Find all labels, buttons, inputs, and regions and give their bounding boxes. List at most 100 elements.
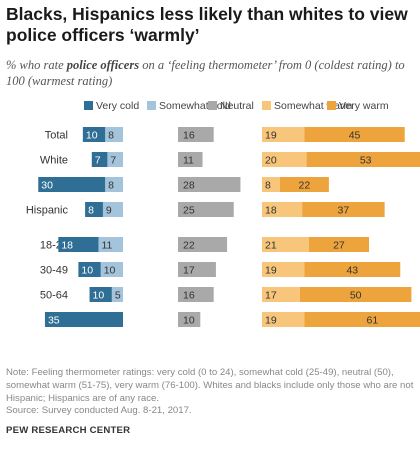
value-label-neutral-white: 11	[183, 155, 194, 167]
bar-somewhat-cold-50-64	[111, 287, 123, 302]
value-label-somewhat-cold-hispanic: 9	[106, 205, 112, 217]
value-label-very-cold-hispanic: 8	[88, 205, 94, 217]
bar-very-cold-50-64	[89, 287, 112, 302]
chart-row-total: Total 8 10 16 19 45	[45, 127, 405, 142]
bar-very-warm-black	[279, 177, 329, 192]
bar-neutral-hispanic	[178, 202, 234, 217]
bar-very-cold-65	[44, 312, 124, 327]
chart-row-white: White 77 11 20 53	[40, 152, 420, 167]
bar-very-warm-total	[304, 127, 405, 142]
bar-neutral-30-49	[178, 262, 216, 277]
chart-row-30-49: 30-49 10 10 17 19 43	[40, 262, 401, 277]
chart-subtitle: % who rate police officers on a ‘feeling…	[6, 57, 414, 89]
value-label-very-cold-18-29: 18	[61, 240, 73, 252]
bar-somewhat-warm-30-49	[262, 262, 305, 277]
value-label-very-warm-30-49: 43	[346, 265, 358, 277]
value-label-somewhat-cold-white: 7	[110, 155, 116, 167]
value-label-neutral-black: 28	[183, 180, 195, 192]
bar-neutral-18-29	[178, 237, 228, 252]
value-label-neutral-total: 16	[183, 130, 195, 142]
bar-very-cold-total	[82, 127, 106, 142]
bar-somewhat-cold-hispanic	[102, 202, 123, 217]
subtitle-part-2: on a ‘feeling thermometer’ from 0 (colde…	[6, 58, 405, 88]
value-label-very-cold-65: 35	[48, 315, 60, 327]
bar-very-cold-30-49	[78, 262, 101, 277]
legend-swatch-somewhat-warm	[262, 101, 271, 110]
bar-very-cold-white	[91, 152, 108, 167]
value-label-somewhat-cold-30-49: 10	[104, 265, 116, 277]
value-label-very-warm-50-64: 50	[350, 290, 362, 302]
value-label-very-warm-hispanic: 37	[338, 205, 350, 217]
subtitle-part-1: % who rate	[6, 58, 67, 72]
value-label-somewhat-cold-18-29: 11	[101, 240, 112, 252]
value-label-very-warm-white: 53	[360, 155, 372, 167]
bar-very-warm-18-29	[308, 237, 370, 252]
bar-somewhat-cold-18-29	[98, 237, 123, 252]
category-label-30-49: 30-49	[40, 265, 68, 277]
bar-very-warm-30-49	[304, 262, 401, 277]
value-label-somewhat-cold-black: 8	[108, 180, 114, 192]
bar-neutral-black	[178, 177, 241, 192]
bar-somewhat-cold-white	[107, 152, 123, 167]
value-label-very-cold-black: 30	[41, 180, 53, 192]
value-label-very-cold-50-64: 10	[93, 290, 105, 302]
legend-swatch-very-warm	[327, 101, 336, 110]
legend-swatch-very-cold	[84, 101, 93, 110]
value-label-neutral-30-49: 17	[183, 265, 195, 277]
value-label-somewhat-warm-hispanic: 18	[265, 205, 277, 217]
value-label-somewhat-warm-black: 8	[265, 180, 271, 192]
bar-neutral-white	[178, 152, 203, 167]
bar-very-cold-hispanic	[85, 202, 103, 217]
value-label-somewhat-warm-white: 20	[265, 155, 277, 167]
bar-somewhat-cold-black	[105, 177, 123, 192]
bar-very-warm-white	[306, 152, 420, 167]
chart-rows: Total810161945White77112053Black83028822…	[26, 127, 420, 327]
bar-somewhat-cold-30-49	[100, 262, 123, 277]
bar-somewhat-warm-50-64	[262, 287, 300, 302]
legend-label-very-warm: Very warm	[339, 100, 389, 112]
bar-very-warm-65	[304, 312, 420, 327]
chart-row-50-64: 50-64 5 10 16 17 50	[40, 287, 412, 302]
value-label-somewhat-warm-18-29: 21	[265, 240, 277, 252]
value-label-neutral-hispanic: 25	[183, 205, 195, 217]
bar-somewhat-warm-total	[262, 127, 305, 142]
value-label-very-cold-total: 10	[86, 130, 98, 142]
legend-label-neutral: Neutral	[220, 100, 254, 112]
bar-very-warm-50-64	[299, 287, 412, 302]
bar-somewhat-warm-18-29	[262, 237, 309, 252]
chart-note: Note: Feeling thermometer ratings: very …	[6, 367, 414, 404]
legend-label-very-cold: Very cold	[96, 100, 139, 112]
value-label-neutral-65: 10	[183, 315, 195, 327]
chart-row-hispanic: Hispanic 98 25 18 37	[26, 202, 385, 217]
bar-very-warm-hispanic	[302, 202, 385, 217]
subtitle-emphasis: police officers	[66, 58, 140, 72]
bar-neutral-65	[178, 312, 201, 327]
value-label-very-warm-total: 45	[349, 130, 361, 142]
value-label-somewhat-warm-65: 19	[265, 315, 277, 327]
bar-neutral-50-64	[178, 287, 214, 302]
category-label-total: Total	[45, 130, 68, 142]
value-label-very-warm-18-29: 27	[333, 240, 345, 252]
category-label-white: White	[40, 155, 68, 167]
value-label-very-warm-65: 61	[367, 315, 379, 327]
bar-very-cold-18-29	[58, 237, 99, 252]
value-label-very-warm-black: 22	[299, 180, 311, 192]
value-label-neutral-18-29: 22	[183, 240, 195, 252]
value-label-somewhat-cold-50-64: 5	[115, 290, 121, 302]
legend-swatch-neutral	[208, 101, 217, 110]
value-label-somewhat-cold-total: 8	[108, 130, 114, 142]
value-label-somewhat-warm-50-64: 17	[265, 290, 277, 302]
bar-neutral-total	[178, 127, 214, 142]
value-label-very-cold-white: 7	[95, 155, 101, 167]
category-label-50-64: 50-64	[40, 290, 68, 302]
bar-somewhat-warm-black	[262, 177, 280, 192]
chart-row-black: Black83028822	[38, 177, 329, 192]
bar-somewhat-warm-65	[262, 312, 305, 327]
publisher-credit: PEW RESEARCH CENTER	[6, 425, 131, 436]
chart-source: Source: Survey conducted Aug. 8-21, 2017…	[6, 405, 192, 416]
chart-title: Blacks, Hispanics less likely than white…	[6, 4, 408, 45]
